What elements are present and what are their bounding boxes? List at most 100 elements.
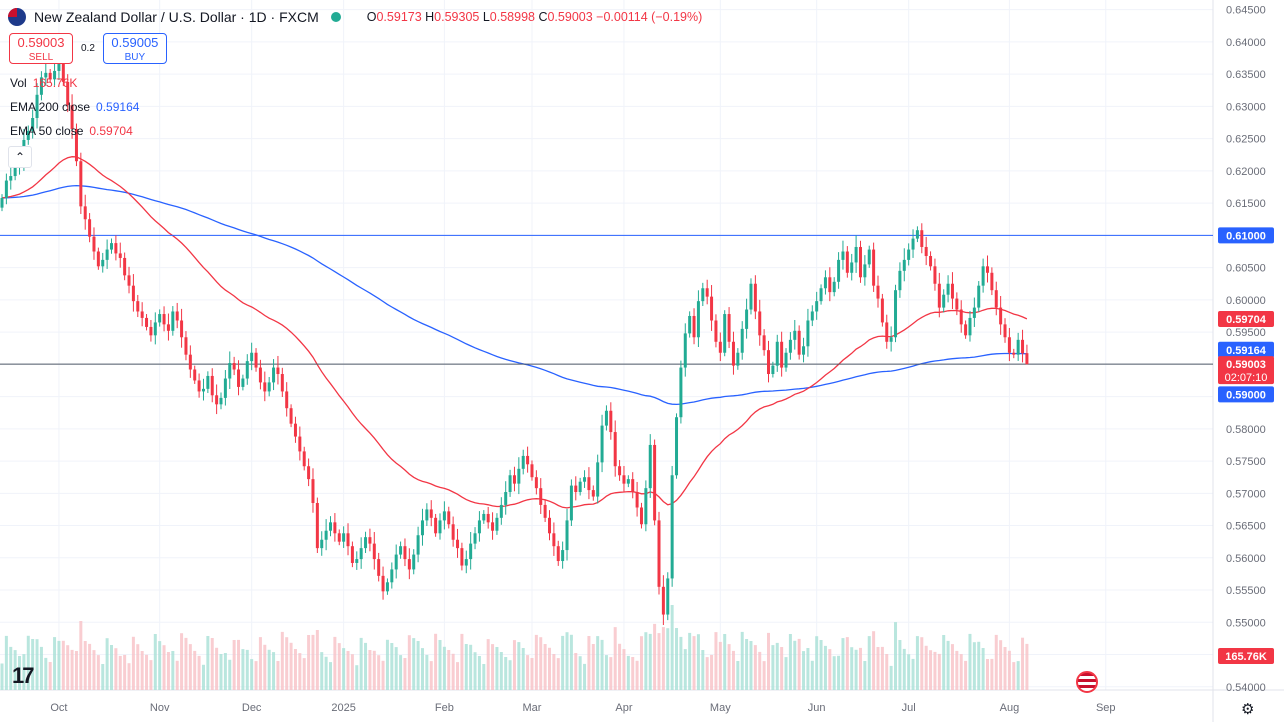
volume-bar [9, 646, 13, 690]
candle-body [451, 524, 455, 540]
volume-bar [1012, 662, 1016, 690]
volume-bar [96, 655, 100, 690]
candle [968, 310, 972, 342]
candle [447, 506, 451, 529]
candle-body [131, 285, 135, 302]
candle-body [710, 296, 714, 321]
candle [293, 416, 297, 443]
candle [924, 236, 928, 266]
y-tick-label: 0.62500 [1226, 134, 1266, 146]
volume-bar [806, 648, 810, 690]
volume-bar [767, 632, 770, 690]
x-tick-label: Aug [1000, 702, 1020, 714]
volume-bar [692, 636, 696, 690]
candle [618, 460, 622, 481]
volume-bar [872, 631, 876, 690]
label-hline: 0.61000 [1218, 227, 1274, 244]
volume-bar [854, 649, 858, 690]
volume-bar [149, 660, 153, 690]
candle [329, 516, 332, 537]
volume-bar [749, 641, 753, 690]
candle [267, 376, 271, 397]
candle-body [61, 59, 65, 82]
candle [245, 354, 249, 385]
candle [587, 467, 591, 500]
candle-body [854, 246, 858, 263]
volume-bar [587, 636, 591, 690]
label-ema50: 0.59704 [1218, 310, 1274, 327]
candle [302, 446, 306, 471]
volume-bar [372, 650, 376, 690]
volume-bar [175, 660, 179, 690]
candle-body [618, 466, 622, 476]
volume-bar [293, 649, 297, 690]
candle-body [293, 423, 297, 437]
candle [613, 420, 617, 477]
candle [96, 247, 100, 270]
indicator-volume[interactable]: Vol 165.76K [10, 76, 78, 90]
indicator-ema50[interactable]: EMA 50 close 0.59704 [10, 124, 133, 138]
symbol-title[interactable]: New Zealand Dollar / U.S. Dollar · 1D · … [34, 9, 319, 25]
volume-bar [521, 648, 525, 690]
volume-bar [823, 645, 827, 690]
candle-body [180, 320, 184, 338]
volume-bar [539, 637, 543, 690]
candle [723, 310, 727, 357]
candle-body [118, 253, 122, 258]
candle [258, 359, 262, 390]
candle-body [219, 397, 223, 405]
candle [372, 532, 376, 570]
candle [53, 63, 57, 86]
volume-bar [237, 639, 241, 690]
candle-body [828, 277, 832, 293]
candle [596, 454, 600, 504]
candle-body [1025, 353, 1029, 365]
candle [740, 321, 744, 360]
candle [456, 528, 460, 558]
candle-body [403, 546, 407, 560]
sell-button[interactable]: 0.59003 SELL [9, 33, 73, 64]
candle [473, 527, 477, 550]
volume-bar [4, 635, 8, 690]
volume-bar [66, 645, 70, 690]
candle-body [986, 266, 989, 273]
us-flag-icon[interactable] [1076, 671, 1098, 693]
collapse-legend-button[interactable]: ⌃ [8, 146, 32, 168]
candle-body [31, 118, 35, 131]
volume-bar [653, 623, 657, 690]
candle [920, 223, 924, 254]
volume-bar [902, 648, 906, 690]
candle-body [718, 341, 722, 353]
volume-bar [438, 640, 442, 690]
volume-bar [31, 639, 35, 690]
volume-bar [105, 638, 109, 690]
candle [188, 345, 192, 378]
candle [933, 258, 937, 291]
volume-bar [556, 658, 560, 690]
candle-body [561, 550, 565, 562]
candle [534, 470, 538, 495]
candle-body [74, 128, 78, 162]
candle [460, 542, 464, 571]
candle [718, 332, 722, 362]
candle-body [241, 378, 245, 387]
x-tick-label: Jul [902, 702, 916, 714]
candle-body [127, 275, 131, 286]
volume-bar [1025, 643, 1029, 690]
volume-bar [364, 642, 368, 690]
volume-bar [381, 660, 385, 690]
y-tick-label: 0.55000 [1226, 617, 1266, 629]
indicator-ema200[interactable]: EMA 200 close 0.59164 [10, 100, 140, 114]
candle-body [622, 475, 626, 484]
candle [114, 235, 118, 261]
label-marker-bg [1218, 386, 1274, 403]
volume-bar [39, 646, 43, 690]
candle-body [964, 324, 968, 336]
candle-body [915, 230, 919, 239]
candle-body [894, 290, 898, 338]
buy-button[interactable]: 0.59005 BUY [102, 33, 167, 64]
gear-icon[interactable]: ⚙ [1241, 701, 1255, 718]
volume-bar [508, 660, 512, 690]
volume-bar [79, 621, 83, 690]
